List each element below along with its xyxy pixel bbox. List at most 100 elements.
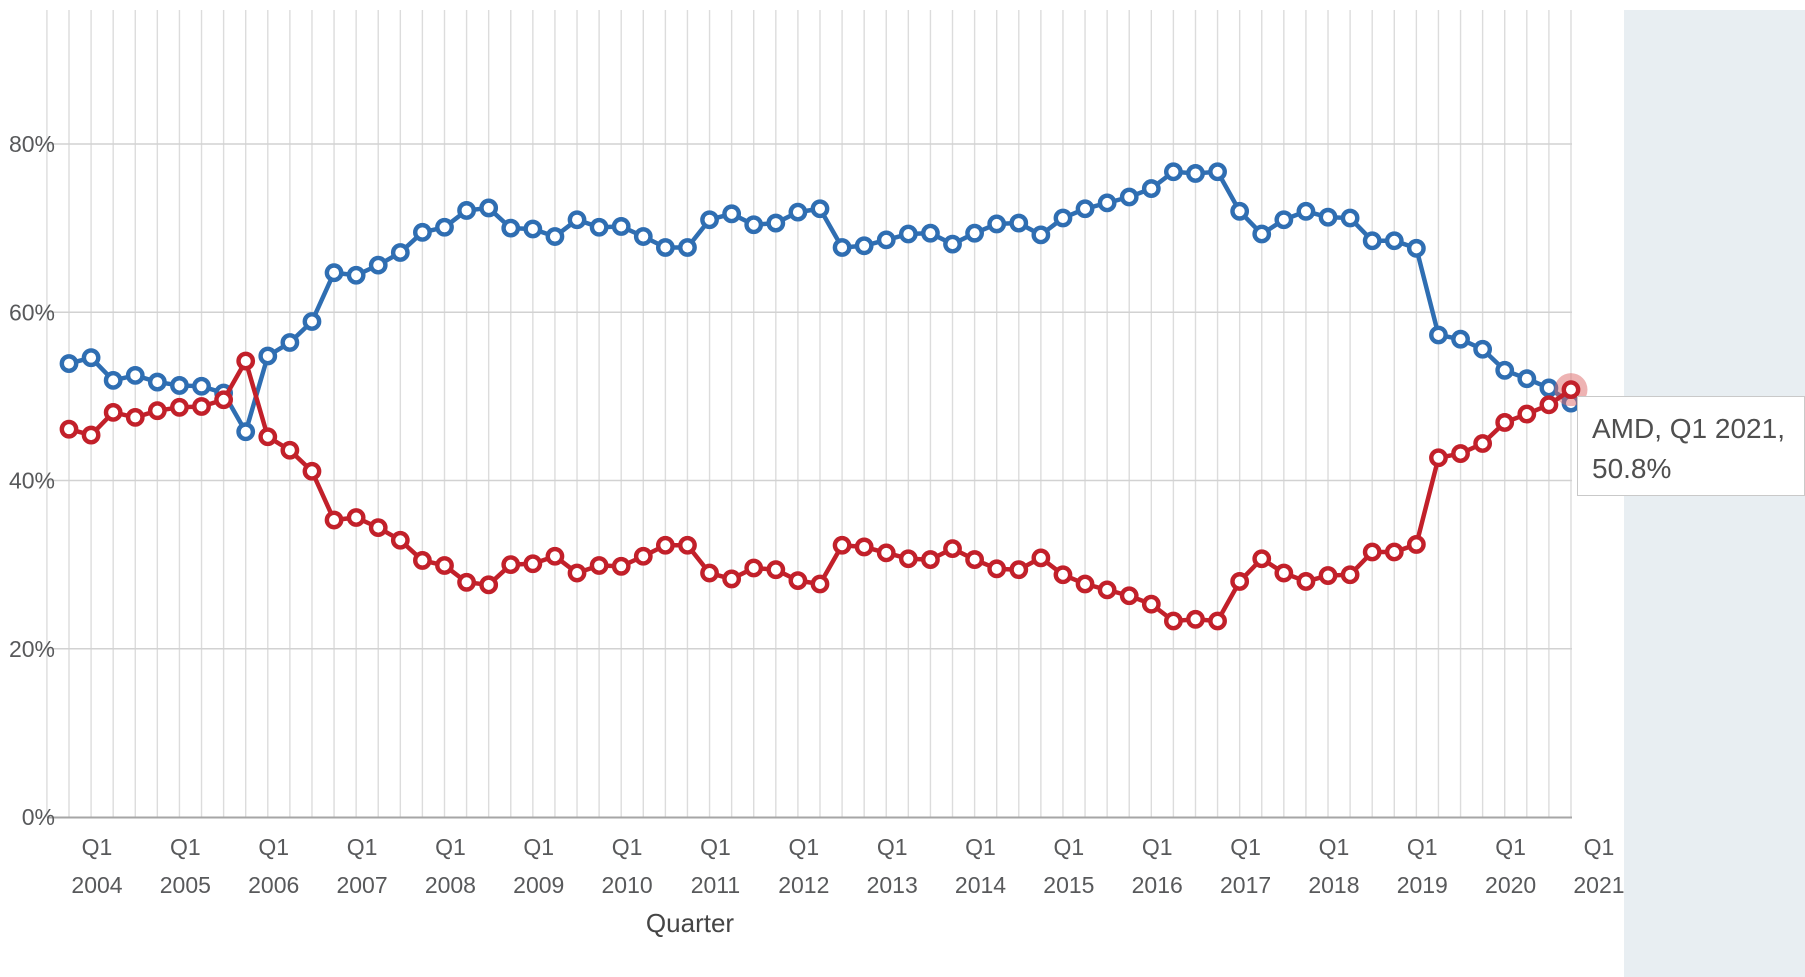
data-point-intel-q2-2014[interactable] — [965, 223, 985, 243]
data-point-amd-q1-2016[interactable] — [1119, 586, 1139, 606]
data-point-intel-q2-2006[interactable] — [258, 346, 278, 366]
data-point-intel-q3-2008[interactable] — [457, 201, 476, 220]
data-point-intel-q4-2020[interactable] — [1539, 378, 1559, 398]
data-point-amd-q4-2015[interactable] — [1097, 580, 1117, 600]
data-point-intel-q1-2004[interactable] — [59, 354, 79, 373]
data-point-intel-q1-2014[interactable] — [943, 234, 962, 254]
data-point-intel-q3-2016[interactable] — [1164, 162, 1183, 182]
data-point-amd-q4-2016[interactable] — [1186, 609, 1205, 629]
data-point-amd-q2-2006[interactable] — [258, 427, 278, 447]
data-point-amd-q2-2007[interactable] — [346, 508, 366, 527]
data-point-amd-q2-2012[interactable] — [788, 571, 808, 591]
data-point-amd-q3-2020[interactable] — [1517, 404, 1537, 424]
data-point-intel-q1-2020[interactable] — [1473, 339, 1493, 359]
data-point-intel-q2-2017[interactable] — [1230, 201, 1250, 221]
data-point-amd-q1-2009[interactable] — [501, 555, 521, 575]
data-point-amd-q3-2005[interactable] — [192, 397, 211, 416]
data-point-amd-q1-2008[interactable] — [413, 551, 432, 570]
data-point-amd-q3-2010[interactable] — [633, 546, 653, 566]
data-point-intel-q4-2013[interactable] — [921, 223, 940, 243]
data-point-amd-q2-2011[interactable] — [700, 563, 719, 583]
data-point-intel-q3-2004[interactable] — [103, 370, 123, 390]
data-point-amd-q1-2005[interactable] — [147, 401, 167, 421]
data-point-amd-q1-2010[interactable] — [589, 556, 609, 575]
data-point-amd-q1-2007[interactable] — [324, 510, 344, 530]
data-point-intel-q3-2005[interactable] — [192, 376, 211, 396]
data-point-amd-q2-2010[interactable] — [611, 556, 631, 576]
data-point-amd-q4-2013[interactable] — [921, 550, 940, 569]
data-point-amd-q2-2017[interactable] — [1230, 572, 1250, 591]
data-point-amd-q4-2004[interactable] — [125, 408, 145, 427]
data-point-amd-q1-2006[interactable] — [236, 351, 256, 371]
data-point-amd-q3-2011[interactable] — [722, 569, 742, 589]
data-point-intel-q3-2012[interactable] — [810, 199, 830, 219]
data-point-intel-q4-2015[interactable] — [1097, 193, 1117, 213]
data-point-amd-q4-2012[interactable] — [832, 535, 852, 555]
data-point-amd-q1-2014[interactable] — [943, 539, 962, 559]
data-point-intel-q2-2007[interactable] — [346, 265, 366, 285]
data-point-intel-q3-2014[interactable] — [987, 214, 1007, 234]
data-point-amd-q4-2008[interactable] — [479, 575, 499, 595]
data-point-intel-q3-2007[interactable] — [368, 255, 388, 275]
data-point-amd-q3-2007[interactable] — [368, 518, 388, 538]
data-point-amd-q2-2013[interactable] — [876, 543, 896, 563]
data-point-amd-q2-2020[interactable] — [1495, 413, 1515, 432]
data-point-amd-q4-2011[interactable] — [744, 558, 764, 578]
data-point-intel-q2-2008[interactable] — [435, 217, 454, 237]
data-point-intel-q4-2012[interactable] — [832, 238, 852, 257]
data-point-amd-q4-2009[interactable] — [567, 563, 587, 583]
data-point-amd-q2-2015[interactable] — [1053, 565, 1073, 585]
data-point-amd-q4-2017[interactable] — [1274, 563, 1294, 583]
data-point-intel-q4-2008[interactable] — [479, 198, 499, 218]
data-point-amd-q1-2020[interactable] — [1473, 434, 1493, 453]
data-point-intel-q1-2007[interactable] — [324, 263, 344, 283]
data-point-amd-q2-2005[interactable] — [170, 397, 189, 417]
data-point-intel-q3-2011[interactable] — [722, 204, 742, 224]
data-point-intel-q1-2012[interactable] — [766, 213, 786, 233]
data-point-intel-q2-2010[interactable] — [611, 217, 631, 236]
data-point-intel-q1-2013[interactable] — [854, 236, 874, 256]
data-point-amd-q3-2004[interactable] — [103, 402, 123, 422]
data-point-intel-q3-2009[interactable] — [545, 227, 565, 246]
data-point-intel-q3-2006[interactable] — [280, 333, 300, 352]
data-point-intel-q2-2015[interactable] — [1053, 208, 1073, 228]
data-point-amd-q1-2018[interactable] — [1296, 572, 1316, 591]
data-point-amd-q3-2019[interactable] — [1429, 448, 1448, 468]
data-point-amd-q3-2015[interactable] — [1075, 574, 1095, 594]
data-point-intel-q4-2006[interactable] — [302, 312, 322, 331]
data-point-intel-q3-2015[interactable] — [1075, 199, 1095, 219]
data-point-intel-q3-2013[interactable] — [898, 224, 918, 244]
data-point-amd-q4-2018[interactable] — [1362, 542, 1382, 562]
data-point-intel-q3-2020[interactable] — [1517, 369, 1537, 389]
data-point-intel-q2-2011[interactable] — [700, 210, 719, 230]
data-point-amd-q1-2011[interactable] — [678, 535, 697, 555]
data-point-amd-q2-2019[interactable] — [1406, 535, 1426, 554]
data-point-intel-q2-2020[interactable] — [1495, 360, 1515, 380]
data-point-intel-q4-2004[interactable] — [125, 365, 145, 385]
data-point-intel-q3-2010[interactable] — [633, 227, 653, 246]
data-point-amd-q3-2018[interactable] — [1340, 565, 1360, 585]
data-point-intel-q4-2011[interactable] — [744, 215, 764, 235]
data-point-amd-q2-2018[interactable] — [1318, 566, 1338, 585]
data-point-intel-q1-2009[interactable] — [501, 218, 521, 238]
data-point-intel-q4-2014[interactable] — [1009, 213, 1029, 233]
data-point-intel-q2-2016[interactable] — [1141, 179, 1161, 198]
data-point-amd-q4-2019[interactable] — [1451, 444, 1470, 463]
data-point-intel-q2-2004[interactable] — [81, 348, 101, 368]
data-point-amd-q1-2013[interactable] — [854, 537, 874, 557]
data-point-intel-q2-2019[interactable] — [1406, 238, 1426, 258]
data-point-intel-q1-2019[interactable] — [1384, 231, 1404, 251]
data-point-intel-q1-2016[interactable] — [1119, 187, 1139, 207]
data-point-amd-q4-2007[interactable] — [390, 530, 410, 550]
data-point-intel-q1-2005[interactable] — [147, 372, 167, 392]
data-point-intel-q4-2018[interactable] — [1362, 231, 1382, 251]
data-point-intel-q1-2018[interactable] — [1296, 201, 1316, 221]
data-point-amd-q2-2008[interactable] — [435, 556, 454, 575]
data-point-intel-q2-2018[interactable] — [1318, 207, 1338, 227]
data-point-intel-q4-2016[interactable] — [1186, 164, 1205, 183]
data-point-amd-q4-2005[interactable] — [214, 390, 234, 410]
data-point-intel-q1-2017[interactable] — [1208, 162, 1227, 182]
data-point-amd-q1-2004[interactable] — [59, 419, 79, 439]
data-point-amd-q3-2017[interactable] — [1252, 549, 1272, 569]
data-point-intel-q1-2010[interactable] — [589, 217, 609, 237]
